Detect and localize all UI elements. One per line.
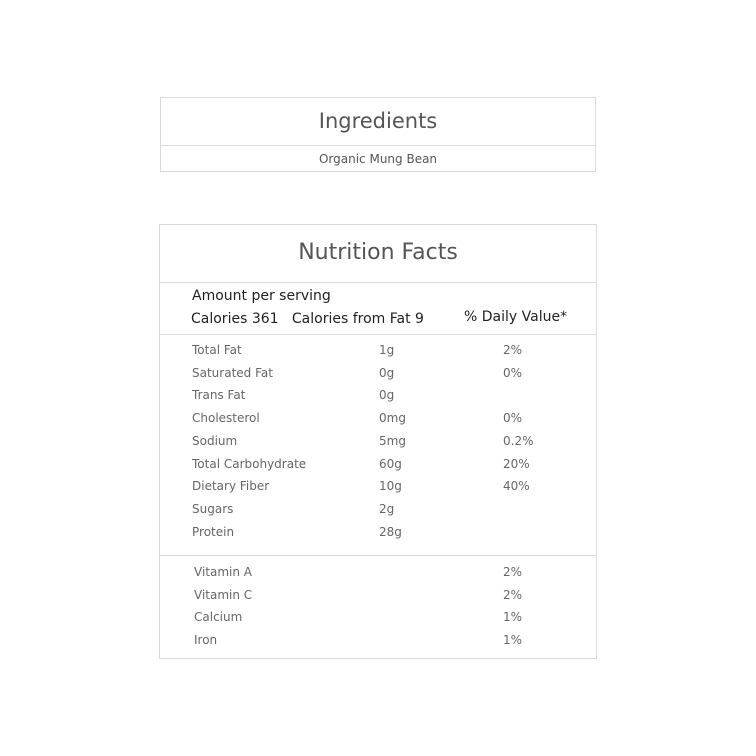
nutrient-amount: 1g xyxy=(379,343,395,357)
nutrient-daily-value: 20% xyxy=(503,456,530,471)
nutrient-name: Trans Fat xyxy=(192,388,246,403)
nutrient-row: Total Fat 1g 2% xyxy=(160,343,596,365)
vitamin-daily-value: 1% xyxy=(503,610,523,625)
nutrient-daily-value: 0% xyxy=(503,411,523,426)
nutrient-amount: 0mg xyxy=(379,411,406,426)
ingredients-panel: Ingredients Organic Mung Bean xyxy=(160,97,596,172)
nutrient-amount: 5mg xyxy=(379,433,406,448)
nutrient-daily-value: 0.2% xyxy=(503,433,534,448)
nutrient-row: Saturated Fat 0g 0% xyxy=(160,366,596,388)
vitamin-daily-value: 2% xyxy=(503,565,523,579)
vitamin-daily-value: 1% xyxy=(503,633,523,648)
vitamin-name: Calcium xyxy=(194,610,243,625)
nutrient-row: Dietary Fiber 10g 40% xyxy=(160,479,596,501)
nutrient-row: Protein 28g xyxy=(160,525,596,547)
nutrient-row: Iron 1% xyxy=(160,633,596,655)
nutrient-daily-value: 0% xyxy=(503,365,523,380)
amount-per-serving: Amount per serving xyxy=(192,288,331,304)
nutrient-list: Total Fat 1g 2% Saturated Fat 0g 0% Trans Fat 0… xyxy=(160,335,596,556)
serving-header: Amount per serving Calories 361 Calories… xyxy=(160,283,596,335)
nutrient-amount: 2g xyxy=(379,501,395,516)
nutrient-name: Total Fat xyxy=(192,343,242,357)
nutrition-facts-panel: Nutrition Facts Amount per serving Calor… xyxy=(159,224,597,659)
nutrient-amount: 60g xyxy=(379,456,402,471)
nutrient-row: Sodium 5mg 0.2% xyxy=(160,434,596,456)
vitamin-name: Iron xyxy=(194,633,218,648)
nutrient-amount: 0g xyxy=(379,365,395,380)
nutrient-daily-value: 40% xyxy=(503,479,530,494)
nutrient-name: Saturated Fat xyxy=(192,365,273,380)
nutrient-row: Calcium 1% xyxy=(160,610,596,632)
ingredients-value: Organic Mung Bean xyxy=(318,152,438,166)
vitamin-name: Vitamin C xyxy=(194,587,253,602)
nutrient-row: Sugars 2g xyxy=(160,502,596,524)
nutrient-amount: 10g xyxy=(379,479,402,494)
nutrient-row: Vitamin A 2% xyxy=(160,565,596,587)
nutrient-daily-value: 2% xyxy=(503,343,523,357)
nutrition-title: Nutrition Facts xyxy=(160,225,596,283)
nutrient-name: Protein xyxy=(192,524,235,539)
nutrient-name: Sodium xyxy=(192,433,238,448)
nutrient-name: Dietary Fiber xyxy=(192,479,270,494)
nutrient-amount: 0g xyxy=(379,388,395,403)
nutrient-row: Trans Fat 0g xyxy=(160,388,596,410)
nutrient-row: Cholesterol 0mg 0% xyxy=(160,411,596,433)
vitamin-daily-value: 2% xyxy=(503,587,523,602)
nutrient-name: Sugars xyxy=(192,501,234,516)
nutrient-amount: 28g xyxy=(379,524,402,539)
vitamin-name: Vitamin A xyxy=(194,565,252,579)
daily-value-header: % Daily Value* xyxy=(464,309,568,325)
calories: Calories 361 Calories from Fat 9 xyxy=(191,311,424,327)
ingredients-title: Ingredients xyxy=(161,98,595,146)
nutrient-name: Cholesterol xyxy=(192,411,260,426)
nutrient-row: Vitamin C 2% xyxy=(160,588,596,610)
nutrient-row: Total Carbohydrate 60g 20% xyxy=(160,457,596,479)
nutrient-name: Total Carbohydrate xyxy=(192,456,307,471)
